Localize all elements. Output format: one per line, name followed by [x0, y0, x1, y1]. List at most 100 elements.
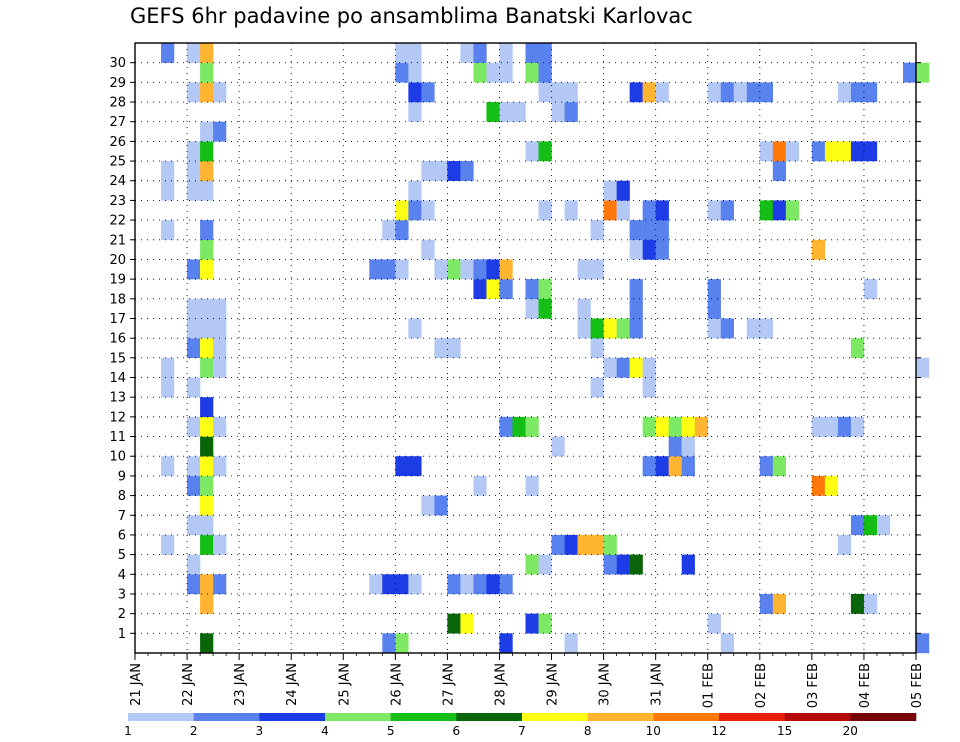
y-tick-label: 3: [118, 587, 126, 602]
heatmap-cell: [603, 534, 617, 555]
y-tick-label: 18: [109, 292, 126, 307]
heatmap-cell: [876, 515, 891, 536]
heatmap-cell: [187, 161, 201, 181]
heatmap-cell: [863, 279, 878, 300]
heatmap-cell: [525, 62, 539, 83]
heatmap-cell: [395, 200, 409, 221]
heatmap-cell: [811, 141, 826, 162]
heatmap-cell: [200, 436, 214, 457]
heatmap-cell: [850, 82, 865, 103]
heatmap-cell: [408, 43, 422, 63]
colorbar-swatch: [522, 713, 588, 721]
colorbar-swatch: [193, 713, 260, 721]
heatmap-cell: [200, 62, 214, 83]
heatmap-cell: [473, 43, 487, 63]
y-tick-label: 15: [109, 351, 126, 366]
heatmap-cell: [681, 456, 695, 477]
heatmap-cell: [200, 141, 214, 162]
y-tick-label: 8: [118, 489, 126, 504]
heatmap-cell: [499, 416, 513, 437]
heatmap-cell: [187, 82, 201, 103]
heatmap-cell: [473, 62, 487, 83]
y-tick-label: 25: [109, 155, 126, 170]
colorbar-label: 6: [452, 724, 460, 738]
heatmap-cell: [551, 102, 565, 122]
heatmap-cell: [538, 141, 552, 162]
heatmap-cell: [434, 338, 448, 359]
heatmap-cell: [720, 82, 734, 103]
heatmap-cell: [824, 141, 839, 162]
heatmap-cell: [707, 82, 721, 103]
heatmap-cell: [408, 102, 422, 122]
heatmap-cell: [200, 456, 214, 477]
x-axis: 21 JAN 22 JAN 23 JAN 24 JAN 25 JAN 26 JAN 27 J…: [129, 653, 925, 708]
heatmap-cell: [603, 318, 617, 339]
heatmap-cell: [525, 416, 539, 437]
heatmap-cell: [473, 574, 487, 595]
heatmap-cell: [187, 259, 201, 280]
heatmap-cell: [551, 436, 565, 457]
x-tick-label: 04 FEB: [858, 663, 873, 708]
heatmap-cell: [187, 180, 201, 201]
heatmap-cell: [408, 62, 422, 83]
heatmap-cell: [590, 220, 604, 240]
heatmap-cell: [499, 279, 513, 300]
x-tick-label: 01 FEB: [702, 663, 717, 708]
heatmap-cell: [850, 338, 865, 359]
heatmap-cell: [655, 82, 669, 103]
heatmap-cell: [200, 574, 214, 595]
heatmap-cell: [187, 43, 201, 63]
heatmap-cell: [916, 62, 930, 83]
heatmap-cell: [538, 82, 552, 103]
y-tick-label: 28: [109, 96, 126, 111]
x-tick-label: 29 JAN: [546, 663, 561, 706]
heatmap-cell: [460, 259, 474, 280]
colorbar-label: 8: [584, 724, 592, 738]
heatmap-cell: [200, 161, 214, 181]
heatmap-cell: [408, 180, 422, 201]
heatmap-cell: [707, 279, 721, 300]
heatmap-cell: [161, 180, 175, 201]
heatmap-cell: [577, 259, 591, 280]
heatmap-cell: [395, 62, 409, 83]
heatmap-cell: [863, 141, 878, 162]
y-tick-label: 23: [109, 194, 126, 209]
chart-title: GEFS 6hr padavine po ansamblima Banatski…: [130, 4, 693, 28]
heatmap-cell: [187, 318, 201, 339]
heatmap-cell: [200, 82, 214, 103]
heatmap-cell: [590, 318, 604, 339]
heatmap-cell: [863, 515, 878, 536]
heatmap-cell: [837, 141, 852, 162]
heatmap-cell: [213, 298, 227, 319]
heatmap-cell: [200, 593, 214, 614]
heatmap-cell: [382, 220, 396, 240]
heatmap-cell: [187, 377, 201, 398]
heatmap-cell: [759, 593, 774, 614]
colorbar-label: 10: [646, 724, 661, 738]
heatmap-cell: [551, 82, 565, 103]
y-tick-label: 26: [109, 135, 126, 150]
heatmap-cell: [655, 456, 669, 477]
heatmap-cell: [772, 200, 787, 221]
heatmap-cell: [473, 475, 487, 496]
heatmap-cell: [616, 554, 630, 575]
heatmap-cell: [382, 574, 396, 595]
y-tick-label: 11: [109, 430, 126, 445]
colorbar-label: 15: [777, 724, 792, 738]
heatmap-cell: [707, 613, 721, 634]
heatmap-cell: [629, 220, 643, 240]
heatmap-cell: [707, 298, 721, 319]
heatmap-cell: [577, 318, 591, 339]
heatmap-cell: [200, 416, 214, 437]
y-tick-label: 30: [109, 56, 126, 71]
heatmap-cell: [447, 574, 461, 595]
y-axis: 1234567891011121314151617181920212223242…: [109, 56, 921, 642]
heatmap-cell: [811, 416, 826, 437]
heatmap-cell: [200, 475, 214, 496]
heatmap-cell: [486, 279, 500, 300]
heatmap-cell: [916, 357, 930, 378]
y-tick-label: 7: [118, 509, 126, 524]
heatmap-cell: [668, 436, 682, 457]
heatmap-cell: [551, 534, 565, 555]
